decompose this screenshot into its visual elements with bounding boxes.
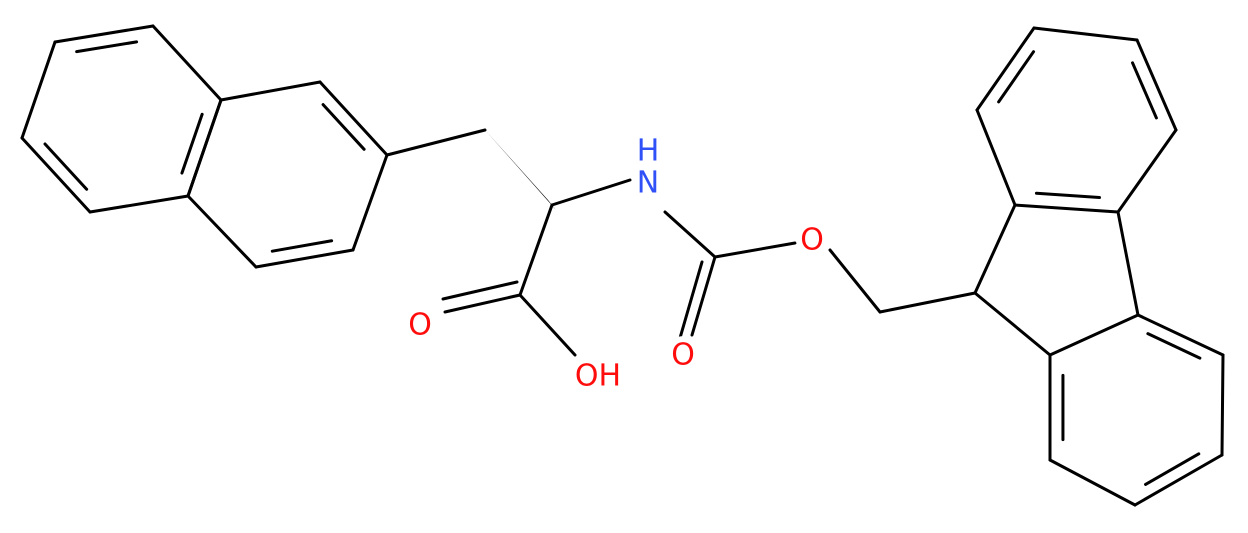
bond bbox=[1048, 313, 1140, 357]
bond bbox=[219, 80, 322, 102]
bond bbox=[1131, 61, 1158, 120]
bond bbox=[88, 194, 190, 214]
bond bbox=[151, 24, 223, 102]
wedge-bond bbox=[485, 130, 556, 210]
bond bbox=[550, 178, 632, 207]
bond bbox=[518, 203, 554, 297]
atom-label: O bbox=[408, 308, 432, 343]
bond bbox=[973, 203, 1017, 295]
bond bbox=[690, 255, 717, 337]
bond bbox=[1133, 453, 1224, 507]
bond bbox=[678, 260, 704, 340]
bond bbox=[1136, 313, 1225, 357]
bond bbox=[1034, 191, 1101, 199]
bond bbox=[75, 40, 139, 54]
bond bbox=[385, 128, 487, 157]
bond bbox=[270, 239, 334, 253]
atom-label: O bbox=[800, 223, 824, 258]
bond bbox=[1116, 210, 1140, 317]
bond bbox=[186, 98, 223, 198]
bond bbox=[878, 291, 977, 314]
bond bbox=[713, 241, 797, 259]
bond bbox=[43, 142, 89, 191]
atom-label: O bbox=[671, 338, 695, 373]
bond bbox=[441, 280, 519, 301]
atom-label: H bbox=[637, 134, 660, 169]
bond bbox=[1013, 203, 1120, 214]
bond bbox=[186, 194, 258, 269]
bond bbox=[351, 153, 389, 252]
bond bbox=[53, 24, 155, 44]
bond bbox=[997, 50, 1036, 104]
bond bbox=[20, 136, 92, 214]
bond bbox=[20, 40, 57, 140]
bond bbox=[1146, 332, 1202, 360]
bond bbox=[1032, 26, 1139, 42]
bond bbox=[518, 293, 577, 357]
bond bbox=[973, 291, 1052, 357]
bond bbox=[1220, 353, 1225, 457]
bond bbox=[254, 248, 355, 269]
bond bbox=[180, 112, 204, 175]
bond bbox=[975, 108, 1017, 207]
bond bbox=[828, 248, 882, 314]
bond bbox=[443, 293, 522, 314]
bonds bbox=[20, 24, 1225, 507]
bond bbox=[663, 210, 717, 259]
bond bbox=[1116, 128, 1178, 214]
atom-label: OH bbox=[575, 359, 621, 394]
bond bbox=[318, 80, 389, 157]
bond bbox=[1144, 452, 1201, 486]
bond bbox=[1048, 458, 1137, 507]
atom-label: N bbox=[637, 166, 659, 201]
bond bbox=[1135, 38, 1178, 132]
bond bbox=[975, 26, 1036, 112]
bond bbox=[321, 103, 366, 151]
